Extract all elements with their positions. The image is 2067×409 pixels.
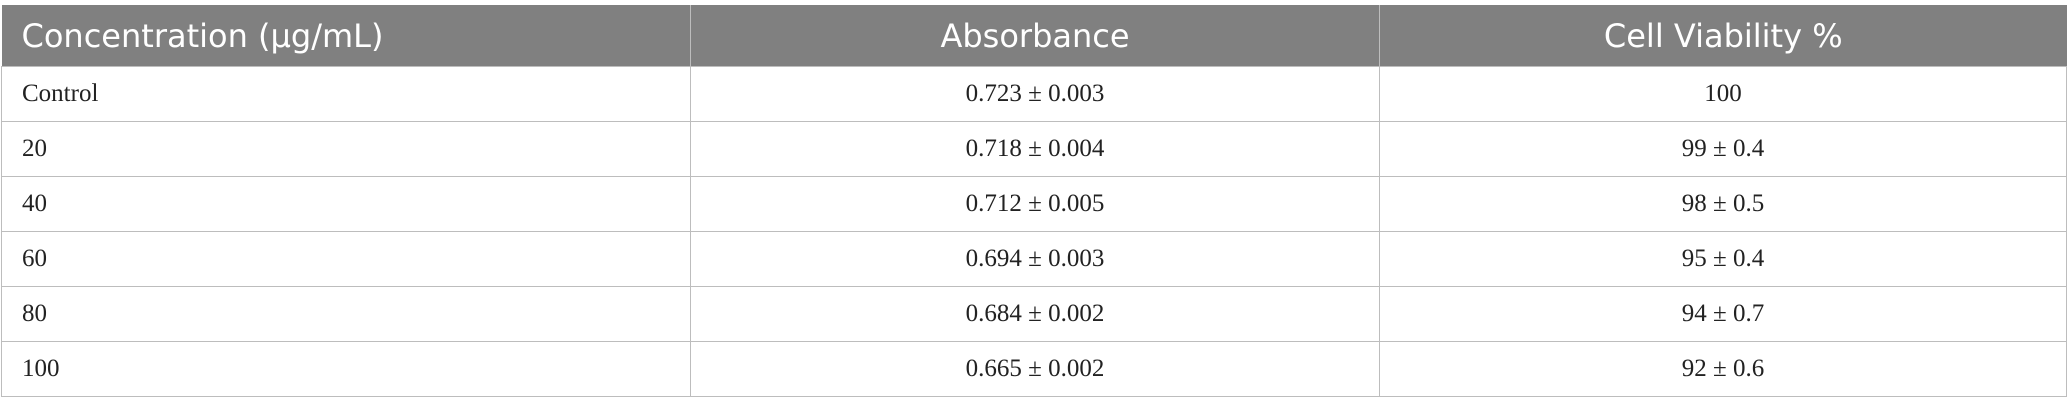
table-cell: 99 ± 0.4: [1379, 121, 2067, 177]
table-row: 20 0.718 ± 0.004 99 ± 0.4: [1, 121, 2067, 177]
table-cell: 100: [1379, 66, 2067, 122]
table-cell: Control: [1, 66, 691, 122]
table-cell: 0.718 ± 0.004: [690, 121, 1380, 177]
table-cell: 0.665 ± 0.002: [690, 341, 1380, 397]
table-header: Concentration (μg/mL) Absorbance Cell Viab…: [1, 5, 2067, 67]
column-header: Absorbance: [690, 5, 1380, 67]
table-cell: 40: [1, 176, 691, 232]
table-cell: 100: [1, 341, 691, 397]
header-row: Concentration (μg/mL) Absorbance Cell Viab…: [1, 5, 2067, 67]
table-row: 40 0.712 ± 0.005 98 ± 0.5: [1, 176, 2067, 232]
table-cell: 0.684 ± 0.002: [690, 286, 1380, 342]
table-cell: 98 ± 0.5: [1379, 176, 2067, 232]
table-cell: 0.694 ± 0.003: [690, 231, 1380, 287]
table-cell: 92 ± 0.6: [1379, 341, 2067, 397]
column-header: Concentration (μg/mL): [1, 5, 691, 67]
table-row: 60 0.694 ± 0.003 95 ± 0.4: [1, 231, 2067, 287]
table-cell: 0.723 ± 0.003: [690, 66, 1380, 122]
table-cell: 60: [1, 231, 691, 287]
table-cell: 80: [1, 286, 691, 342]
table-body: Control 0.723 ± 0.003 100 20 0.718 ± 0.004 99…: [1, 66, 2067, 397]
table-row: 80 0.684 ± 0.002 94 ± 0.7: [1, 286, 2067, 342]
table-cell: 0.712 ± 0.005: [690, 176, 1380, 232]
data-table: Concentration (μg/mL) Absorbance Cell Viab…: [1, 5, 2067, 397]
table-cell: 95 ± 0.4: [1379, 231, 2067, 287]
table-row: 100 0.665 ± 0.002 92 ± 0.6: [1, 341, 2067, 397]
table-row: Control 0.723 ± 0.003 100: [1, 66, 2067, 122]
table-cell: 20: [1, 121, 691, 177]
column-header: Cell Viability %: [1379, 5, 2067, 67]
table-cell: 94 ± 0.7: [1379, 286, 2067, 342]
